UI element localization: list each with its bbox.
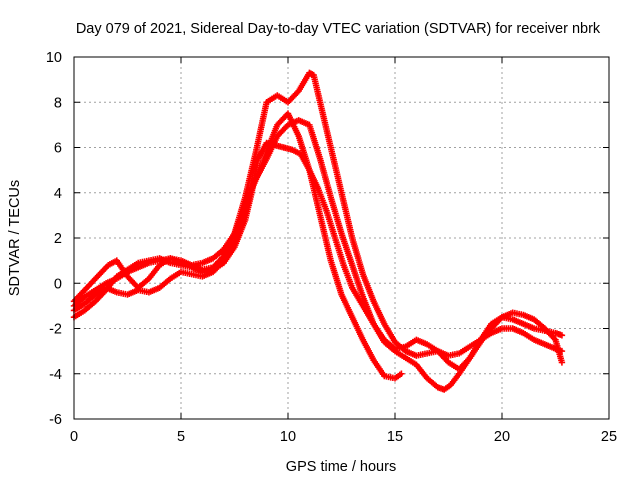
y-tick-label: 0 xyxy=(54,276,62,292)
ticks: 0 5 10 15 20 25 -6 -4 -2 0 2 4 6 8 10 xyxy=(46,50,617,445)
series-track-4 xyxy=(70,117,566,393)
y-tick-label: 6 xyxy=(54,141,62,157)
y-tick-label: 8 xyxy=(54,95,62,111)
x-tick-label: 10 xyxy=(280,429,296,445)
x-tick-label: 5 xyxy=(177,429,185,445)
data-point-marker xyxy=(398,370,405,377)
x-tick-label: 0 xyxy=(70,429,78,445)
x-tick-label: 25 xyxy=(601,429,617,445)
chart-title: Day 079 of 2021, Sidereal Day-to-day VTE… xyxy=(76,21,601,37)
y-tick-label: -4 xyxy=(49,367,62,383)
y-tick-label: 2 xyxy=(54,231,62,247)
y-tick-label: 10 xyxy=(46,50,62,66)
data-point-marker xyxy=(558,332,566,339)
y-axis-label: SDTVAR / TECUs xyxy=(7,180,23,296)
y-tick-label: -6 xyxy=(49,412,62,428)
x-axis-label: GPS time / hours xyxy=(286,459,396,475)
data-point-marker xyxy=(558,359,566,366)
y-tick-label: -2 xyxy=(49,322,62,338)
x-tick-label: 15 xyxy=(387,429,403,445)
x-tick-label: 20 xyxy=(494,429,510,445)
y-tick-label: 4 xyxy=(54,186,62,202)
series-layer xyxy=(70,69,566,393)
